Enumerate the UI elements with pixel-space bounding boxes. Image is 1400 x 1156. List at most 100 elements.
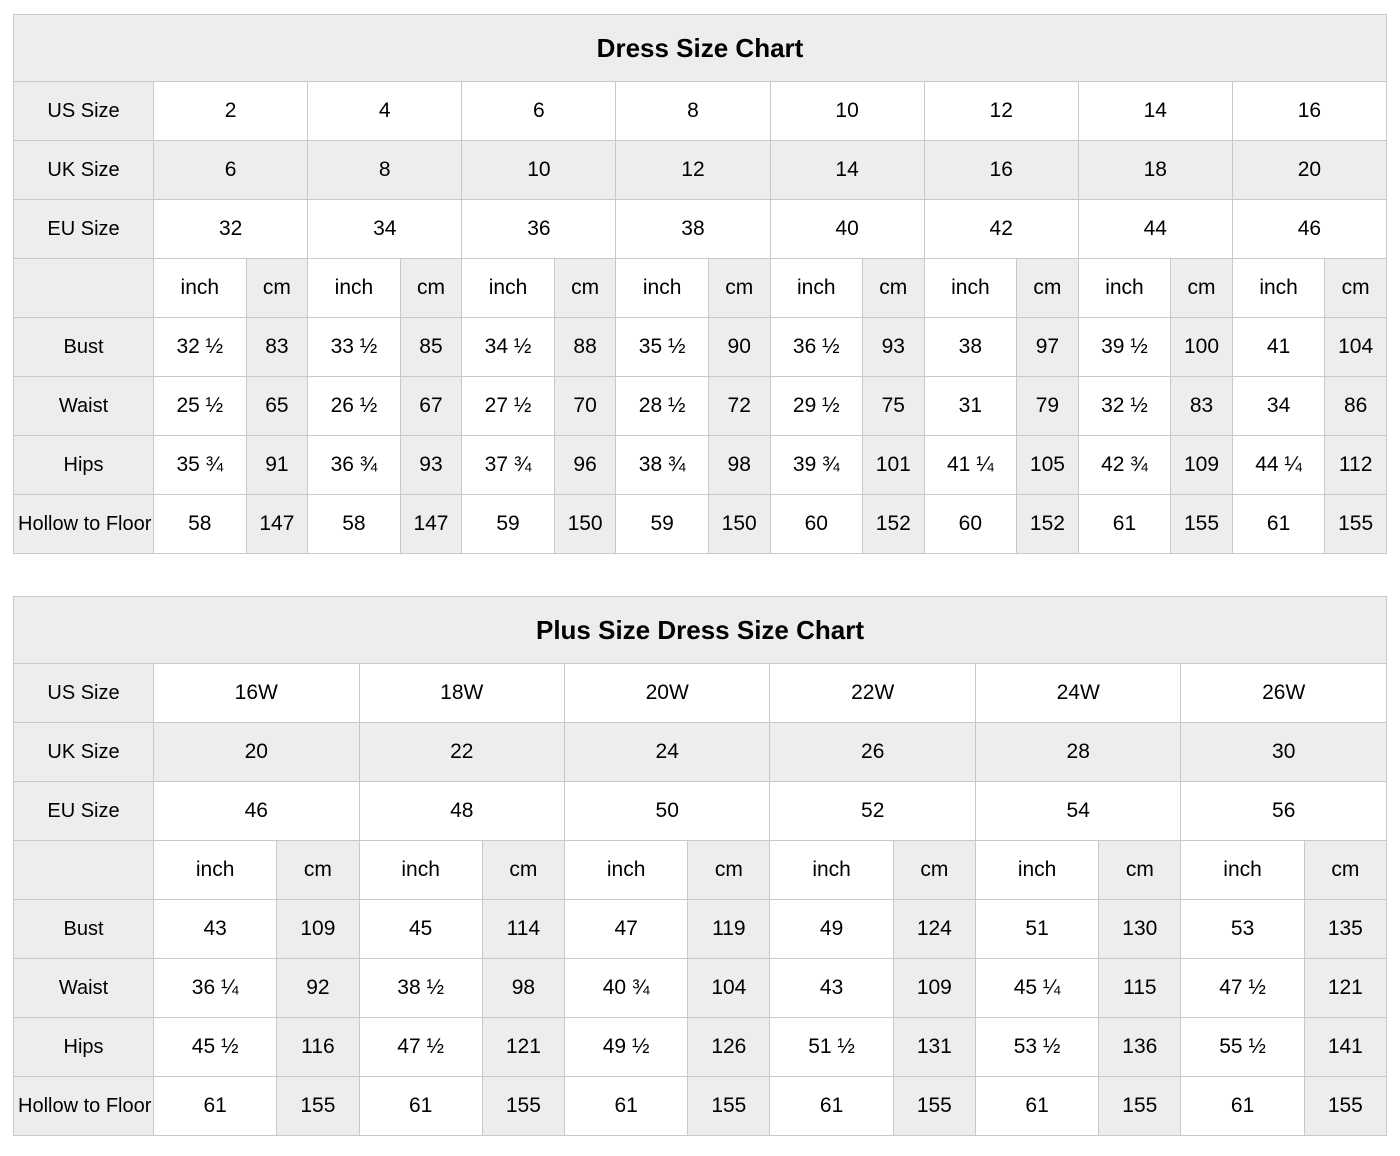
unit-header-cm: cm [687, 840, 771, 900]
size-value-cell: 10 [461, 140, 617, 200]
size-value-cell: 56 [1180, 781, 1387, 841]
unit-header-cm: cm [399, 258, 463, 318]
dress-size-chart-table: Dress Size Chart US Size 2 4 6 8 10 12 14 16 UK Si… [12, 14, 1388, 554]
size-value-cell: 8 [615, 81, 771, 141]
measurement-inch-cell: 58 [307, 494, 401, 554]
measurement-inch-cell: 43 [769, 958, 894, 1018]
unit-header-cm: cm [1016, 258, 1079, 318]
unit-header-cm: cm [553, 258, 617, 318]
measurement-cm-cell: 116 [276, 1017, 360, 1077]
measurement-cm-cell: 104 [1324, 317, 1387, 377]
measurement-cm-cell: 119 [687, 899, 771, 959]
unit-header-inch: inch [153, 258, 247, 318]
table-row: UK Size 6 8 10 12 14 16 18 20 [12, 140, 1388, 200]
row-label: Hips [12, 1017, 155, 1077]
size-value-cell: 48 [358, 781, 565, 841]
measurement-cm-cell: 101 [861, 435, 925, 495]
measurement-inch-cell: 47 ½ [358, 1017, 483, 1077]
measurement-cm-cell: 155 [1098, 1076, 1182, 1136]
unit-header-cm: cm [707, 258, 771, 318]
measurement-inch-cell: 37 ¾ [461, 435, 555, 495]
size-value-cell: 4 [307, 81, 463, 141]
size-value-cell: 36 [461, 199, 617, 259]
measurement-cm-cell: 109 [892, 958, 976, 1018]
table-row: Hollow to Floor 58 147 58 147 59 150 59 150 60 152… [12, 494, 1387, 554]
measurement-cm-cell: 155 [1324, 494, 1387, 554]
row-label: UK Size [12, 140, 155, 200]
measurement-cm-cell: 150 [553, 494, 617, 554]
measurement-inch-cell: 28 ½ [615, 376, 709, 436]
plus-size-dress-size-chart-table: Plus Size Dress Size Chart US Size 16W 18W 2… [12, 596, 1388, 1136]
measurement-inch-cell: 29 ½ [769, 376, 863, 436]
unit-header-cm: cm [276, 840, 360, 900]
measurement-inch-cell: 36 ½ [769, 317, 863, 377]
unit-header-cm: cm [1303, 840, 1388, 900]
measurement-inch-cell: 32 ½ [1077, 376, 1172, 436]
row-label: US Size [12, 663, 155, 723]
unit-header-inch: inch [461, 258, 555, 318]
measurement-cm-cell: 88 [553, 317, 617, 377]
size-value-cell: 20W [563, 663, 771, 723]
measurement-inch-cell: 61 [974, 1076, 1100, 1136]
size-value-cell: 24W [974, 663, 1182, 723]
measurement-cm-cell: 155 [1303, 1076, 1388, 1136]
measurement-inch-cell: 38 ½ [358, 958, 483, 1018]
table-row: Waist 25 ½ 65 26 ½ 67 27 ½ 70 28 ½ 72 29 ½ 75 31 79 3… [12, 376, 1387, 436]
measurement-cm-cell: 155 [481, 1076, 565, 1136]
measurement-cm-cell: 98 [481, 958, 565, 1018]
unit-header-inch: inch [974, 840, 1100, 900]
measurement-inch-cell: 45 [358, 899, 483, 959]
size-value-cell: 38 [615, 199, 771, 259]
row-label: Hollow to Floor [12, 1076, 155, 1136]
measurement-cm-cell: 93 [861, 317, 925, 377]
unit-header-cm: cm [861, 258, 925, 318]
table-row: UK Size 20 22 24 26 28 30 [12, 722, 1387, 782]
measurement-inch-cell: 61 [563, 1076, 689, 1136]
size-value-cell: 2 [153, 81, 309, 141]
unit-row-blank-cell [12, 258, 155, 318]
measurement-inch-cell: 53 ½ [974, 1017, 1100, 1077]
measurement-cm-cell: 109 [1170, 435, 1233, 495]
measurement-cm-cell: 85 [399, 317, 463, 377]
measurement-cm-cell: 135 [1303, 899, 1388, 959]
measurement-inch-cell: 61 [1077, 494, 1172, 554]
measurement-inch-cell: 41 [1231, 317, 1326, 377]
measurement-cm-cell: 155 [1170, 494, 1233, 554]
measurement-cm-cell: 136 [1098, 1017, 1182, 1077]
size-value-cell: 34 [307, 199, 463, 259]
measurement-cm-cell: 83 [1170, 376, 1233, 436]
row-label: Hips [12, 435, 155, 495]
measurement-inch-cell: 60 [769, 494, 863, 554]
measurement-inch-cell: 31 [923, 376, 1018, 436]
measurement-inch-cell: 61 [1231, 494, 1326, 554]
unit-header-inch: inch [923, 258, 1018, 318]
measurement-cm-cell: 121 [481, 1017, 565, 1077]
measurement-cm-cell: 92 [276, 958, 360, 1018]
unit-header-cm: cm [1098, 840, 1182, 900]
unit-row-blank-cell [12, 840, 155, 900]
size-value-cell: 12 [923, 81, 1079, 141]
measurement-cm-cell: 152 [861, 494, 925, 554]
table-row: Hollow to Floor 61 155 61 155 61 155 61 155 61 155… [12, 1076, 1388, 1136]
unit-header-cm: cm [481, 840, 565, 900]
size-value-cell: 30 [1180, 722, 1387, 782]
measurement-inch-cell: 41 ¼ [923, 435, 1018, 495]
measurement-cm-cell: 90 [707, 317, 771, 377]
measurement-cm-cell: 93 [399, 435, 463, 495]
size-value-cell: 22W [769, 663, 976, 723]
size-value-cell: 16 [923, 140, 1079, 200]
size-value-cell: 44 [1077, 199, 1233, 259]
row-label: EU Size [12, 199, 155, 259]
measurement-inch-cell: 55 ½ [1180, 1017, 1305, 1077]
measurement-inch-cell: 53 [1180, 899, 1305, 959]
table-row: Waist 36 ¼ 92 38 ½ 98 40 ¾ 104 43 109 45 ¼ 115 47 ½… [12, 958, 1388, 1018]
row-label: UK Size [12, 722, 155, 782]
size-value-cell: 50 [563, 781, 771, 841]
table-title: Plus Size Dress Size Chart [13, 596, 1387, 664]
size-value-cell: 16W [153, 663, 360, 723]
measurement-inch-cell: 39 ¾ [769, 435, 863, 495]
measurement-inch-cell: 26 ½ [307, 376, 401, 436]
unit-header-cm: cm [1170, 258, 1233, 318]
